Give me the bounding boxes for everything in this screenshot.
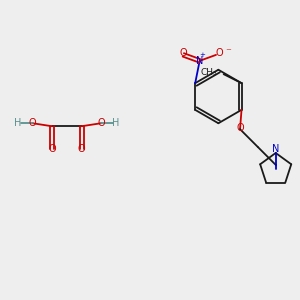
Text: H: H: [112, 118, 119, 128]
Text: O: O: [29, 118, 36, 128]
Text: O: O: [236, 123, 244, 133]
Text: O: O: [78, 143, 86, 154]
Text: +: +: [199, 52, 205, 59]
Text: N: N: [272, 144, 279, 154]
Text: ⁻: ⁻: [226, 47, 231, 58]
Text: O: O: [97, 118, 105, 128]
Text: N: N: [196, 56, 203, 66]
Text: O: O: [216, 48, 224, 59]
Text: O: O: [179, 48, 187, 59]
Text: CH₃: CH₃: [200, 68, 217, 77]
Text: H: H: [14, 118, 21, 128]
Text: O: O: [48, 143, 56, 154]
